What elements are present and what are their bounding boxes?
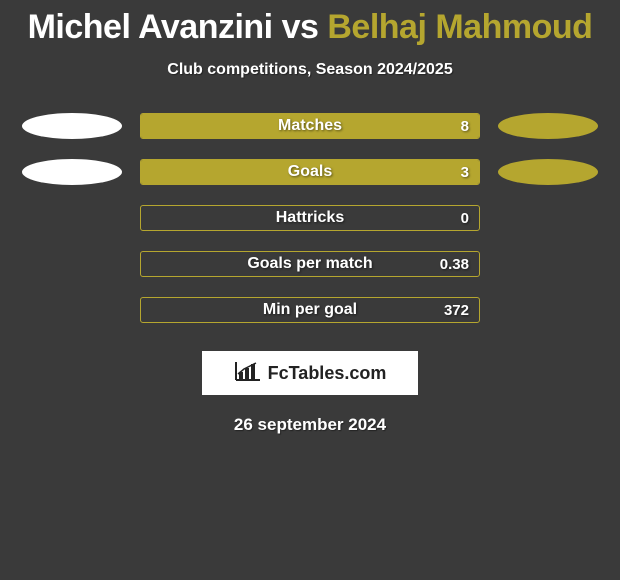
- chart-icon: [234, 360, 262, 387]
- date-text: 26 september 2024: [0, 415, 620, 435]
- vs-text: vs: [282, 8, 319, 46]
- stat-bar: Hattricks0: [140, 205, 480, 231]
- bar-label: Matches: [141, 114, 479, 138]
- bar-value: 8: [461, 114, 469, 138]
- page-title: Michel Avanzini vs Belhaj Mahmoud: [0, 0, 620, 47]
- player1-name: Michel Avanzini: [28, 8, 273, 46]
- logo-box: FcTables.com: [202, 351, 418, 395]
- stat-row: Matches8: [0, 113, 620, 139]
- right-ellipse: [498, 159, 598, 185]
- left-ellipse: [22, 113, 122, 139]
- bar-value: 0: [461, 206, 469, 230]
- stat-row: Hattricks0: [0, 205, 620, 231]
- stat-bar: Min per goal372: [140, 297, 480, 323]
- bar-label: Goals: [141, 160, 479, 184]
- bar-value: 372: [444, 298, 469, 322]
- right-ellipse: [498, 113, 598, 139]
- subtitle: Club competitions, Season 2024/2025: [0, 61, 620, 79]
- stat-row: Min per goal372: [0, 297, 620, 323]
- stat-bar: Goals3: [140, 159, 480, 185]
- stat-bar: Matches8: [140, 113, 480, 139]
- left-ellipse: [22, 159, 122, 185]
- bar-value: 3: [461, 160, 469, 184]
- stats-rows: Matches8Goals3Hattricks0Goals per match0…: [0, 113, 620, 323]
- stat-row: Goals per match0.38: [0, 251, 620, 277]
- bar-label: Min per goal: [141, 298, 479, 322]
- bar-value: 0.38: [440, 252, 469, 276]
- player2-name: Belhaj Mahmoud: [327, 8, 592, 46]
- bar-label: Hattricks: [141, 206, 479, 230]
- stat-bar: Goals per match0.38: [140, 251, 480, 277]
- logo-text: FcTables.com: [268, 363, 387, 384]
- bar-label: Goals per match: [141, 252, 479, 276]
- stat-row: Goals3: [0, 159, 620, 185]
